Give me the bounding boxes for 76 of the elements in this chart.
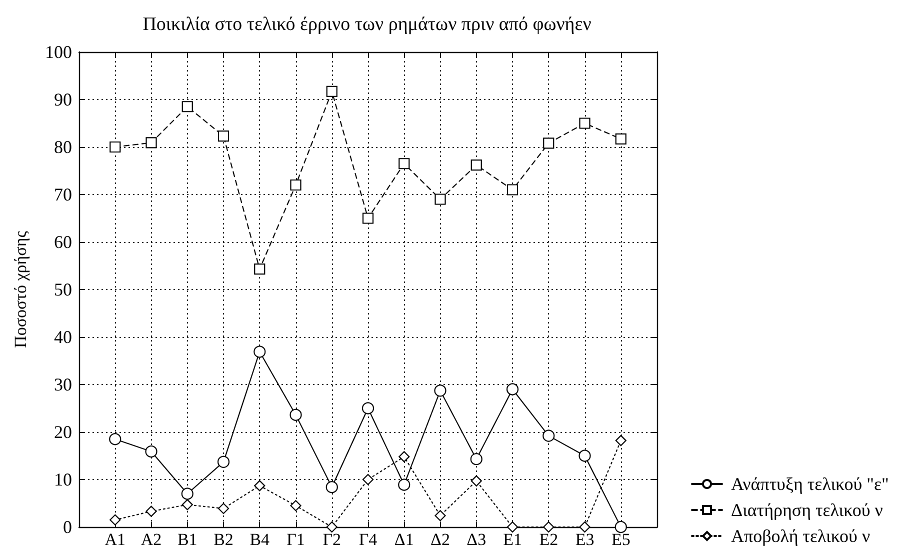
point	[543, 521, 554, 533]
y-axis-title: Ποσοστό χρήσης	[11, 230, 30, 348]
point	[290, 500, 302, 512]
y-tick-label: 80	[54, 137, 72, 157]
point	[182, 499, 193, 510]
x-tick-label: Γ2	[322, 530, 342, 549]
y-tick-label: 50	[54, 280, 72, 300]
point	[434, 510, 446, 522]
legend-label: Διατήρηση τελικού ν	[731, 500, 883, 520]
x-tick-label: Α1	[104, 530, 126, 549]
y-tick-label: 70	[54, 184, 72, 204]
y-tick-label: 30	[54, 374, 72, 394]
point	[182, 101, 193, 112]
x-tick-label: Ε5	[611, 530, 630, 549]
point	[109, 433, 122, 446]
y-tick-label: 100	[45, 42, 72, 62]
point	[434, 384, 446, 397]
point	[218, 130, 230, 142]
point	[218, 502, 230, 514]
point	[110, 141, 121, 153]
point	[543, 138, 554, 149]
point	[146, 506, 157, 517]
point	[362, 474, 374, 486]
legend-label: Ανάπτυξη τελικού "ε"	[731, 474, 889, 494]
y-tick-label: 60	[54, 232, 72, 252]
point	[290, 408, 302, 421]
x-tick-label: Ε3	[575, 530, 594, 549]
legend-label: Αποβολή τελικού ν	[731, 526, 870, 546]
y-tick-label: 0	[63, 517, 72, 537]
y-tick-label: 20	[54, 422, 72, 442]
x-tick-label: Β4	[250, 530, 270, 549]
point	[578, 450, 591, 462]
point	[542, 430, 555, 442]
x-tick-label: Δ2	[430, 530, 450, 549]
point	[254, 264, 266, 275]
point	[254, 480, 266, 492]
point	[434, 194, 446, 205]
point	[615, 133, 626, 144]
x-tick-label: Ε2	[539, 530, 558, 549]
point	[254, 346, 266, 358]
x-tick-label: Ε1	[503, 530, 522, 549]
point	[398, 451, 410, 462]
x-tick-label: Β2	[214, 530, 234, 549]
y-tick-label: 90	[54, 90, 72, 110]
chart-title: Ποικιλία στο τελικό έρρινο των ρημάτων πριν από φωνήεν	[142, 14, 592, 35]
point	[326, 86, 338, 97]
point	[145, 445, 158, 458]
point	[614, 520, 627, 534]
point	[398, 478, 410, 491]
y-tick-label: 40	[54, 327, 72, 347]
x-tick-label: Γ4	[358, 530, 378, 549]
point	[398, 158, 410, 170]
point	[470, 160, 482, 171]
point	[506, 184, 518, 196]
point	[326, 521, 338, 533]
x-tick-label: Δ3	[466, 530, 486, 549]
point	[290, 179, 302, 191]
point	[579, 521, 590, 533]
point	[181, 488, 194, 500]
point	[110, 514, 121, 526]
point	[326, 481, 338, 494]
point	[506, 521, 518, 533]
point	[362, 212, 374, 224]
point	[506, 383, 519, 396]
x-tick-label: Δ1	[394, 530, 414, 549]
y-tick-label: 10	[54, 470, 72, 490]
x-tick-label: Γ1	[286, 530, 305, 549]
point	[470, 453, 482, 466]
x-tick-label: Β1	[177, 530, 198, 549]
point	[579, 118, 590, 129]
point	[470, 475, 482, 486]
x-tick-label: Α2	[140, 530, 162, 549]
point	[362, 402, 374, 414]
point	[146, 137, 157, 148]
point	[217, 456, 230, 468]
point	[615, 435, 626, 446]
